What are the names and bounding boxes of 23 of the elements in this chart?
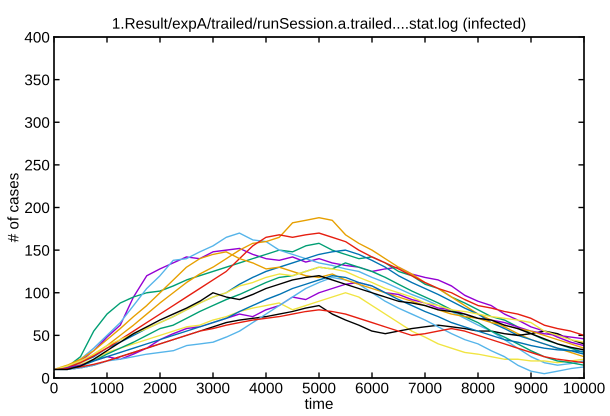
x-tick-label: 4000 xyxy=(249,382,282,394)
y-tick-label: 250 xyxy=(25,160,50,171)
y-axis-title: # of cases xyxy=(7,173,19,242)
y-tick-label: 200 xyxy=(25,202,50,214)
x-tick-label: 6000 xyxy=(356,382,388,394)
x-tick-label: 0 xyxy=(50,382,58,394)
x-tick-label: 5000 xyxy=(302,382,336,394)
y-tick-label: 150 xyxy=(26,244,50,256)
x-tick-label: 3000 xyxy=(196,382,230,394)
x-axis-title: time xyxy=(304,398,333,410)
y-tick-label: 400 xyxy=(24,32,50,43)
y-tick-label: 50 xyxy=(33,330,50,342)
x-tick-label: 2000 xyxy=(144,382,176,394)
x-tick-label: 10000 xyxy=(564,382,605,394)
x-tick-label: 9000 xyxy=(514,382,548,394)
y-tick-label: 350 xyxy=(24,74,50,86)
y-tick-label: 100 xyxy=(26,288,50,298)
x-tick-label: 7000 xyxy=(408,382,442,394)
y-tick-label: 300 xyxy=(24,117,50,128)
y-tick-label: 0 xyxy=(42,372,50,384)
x-tick-label: 8000 xyxy=(462,382,494,394)
chart-title: 1.Result/expA/trailed/runSession.a.trailed....stat.log (infected) xyxy=(112,18,526,32)
x-tick-label: 1000 xyxy=(91,382,124,394)
